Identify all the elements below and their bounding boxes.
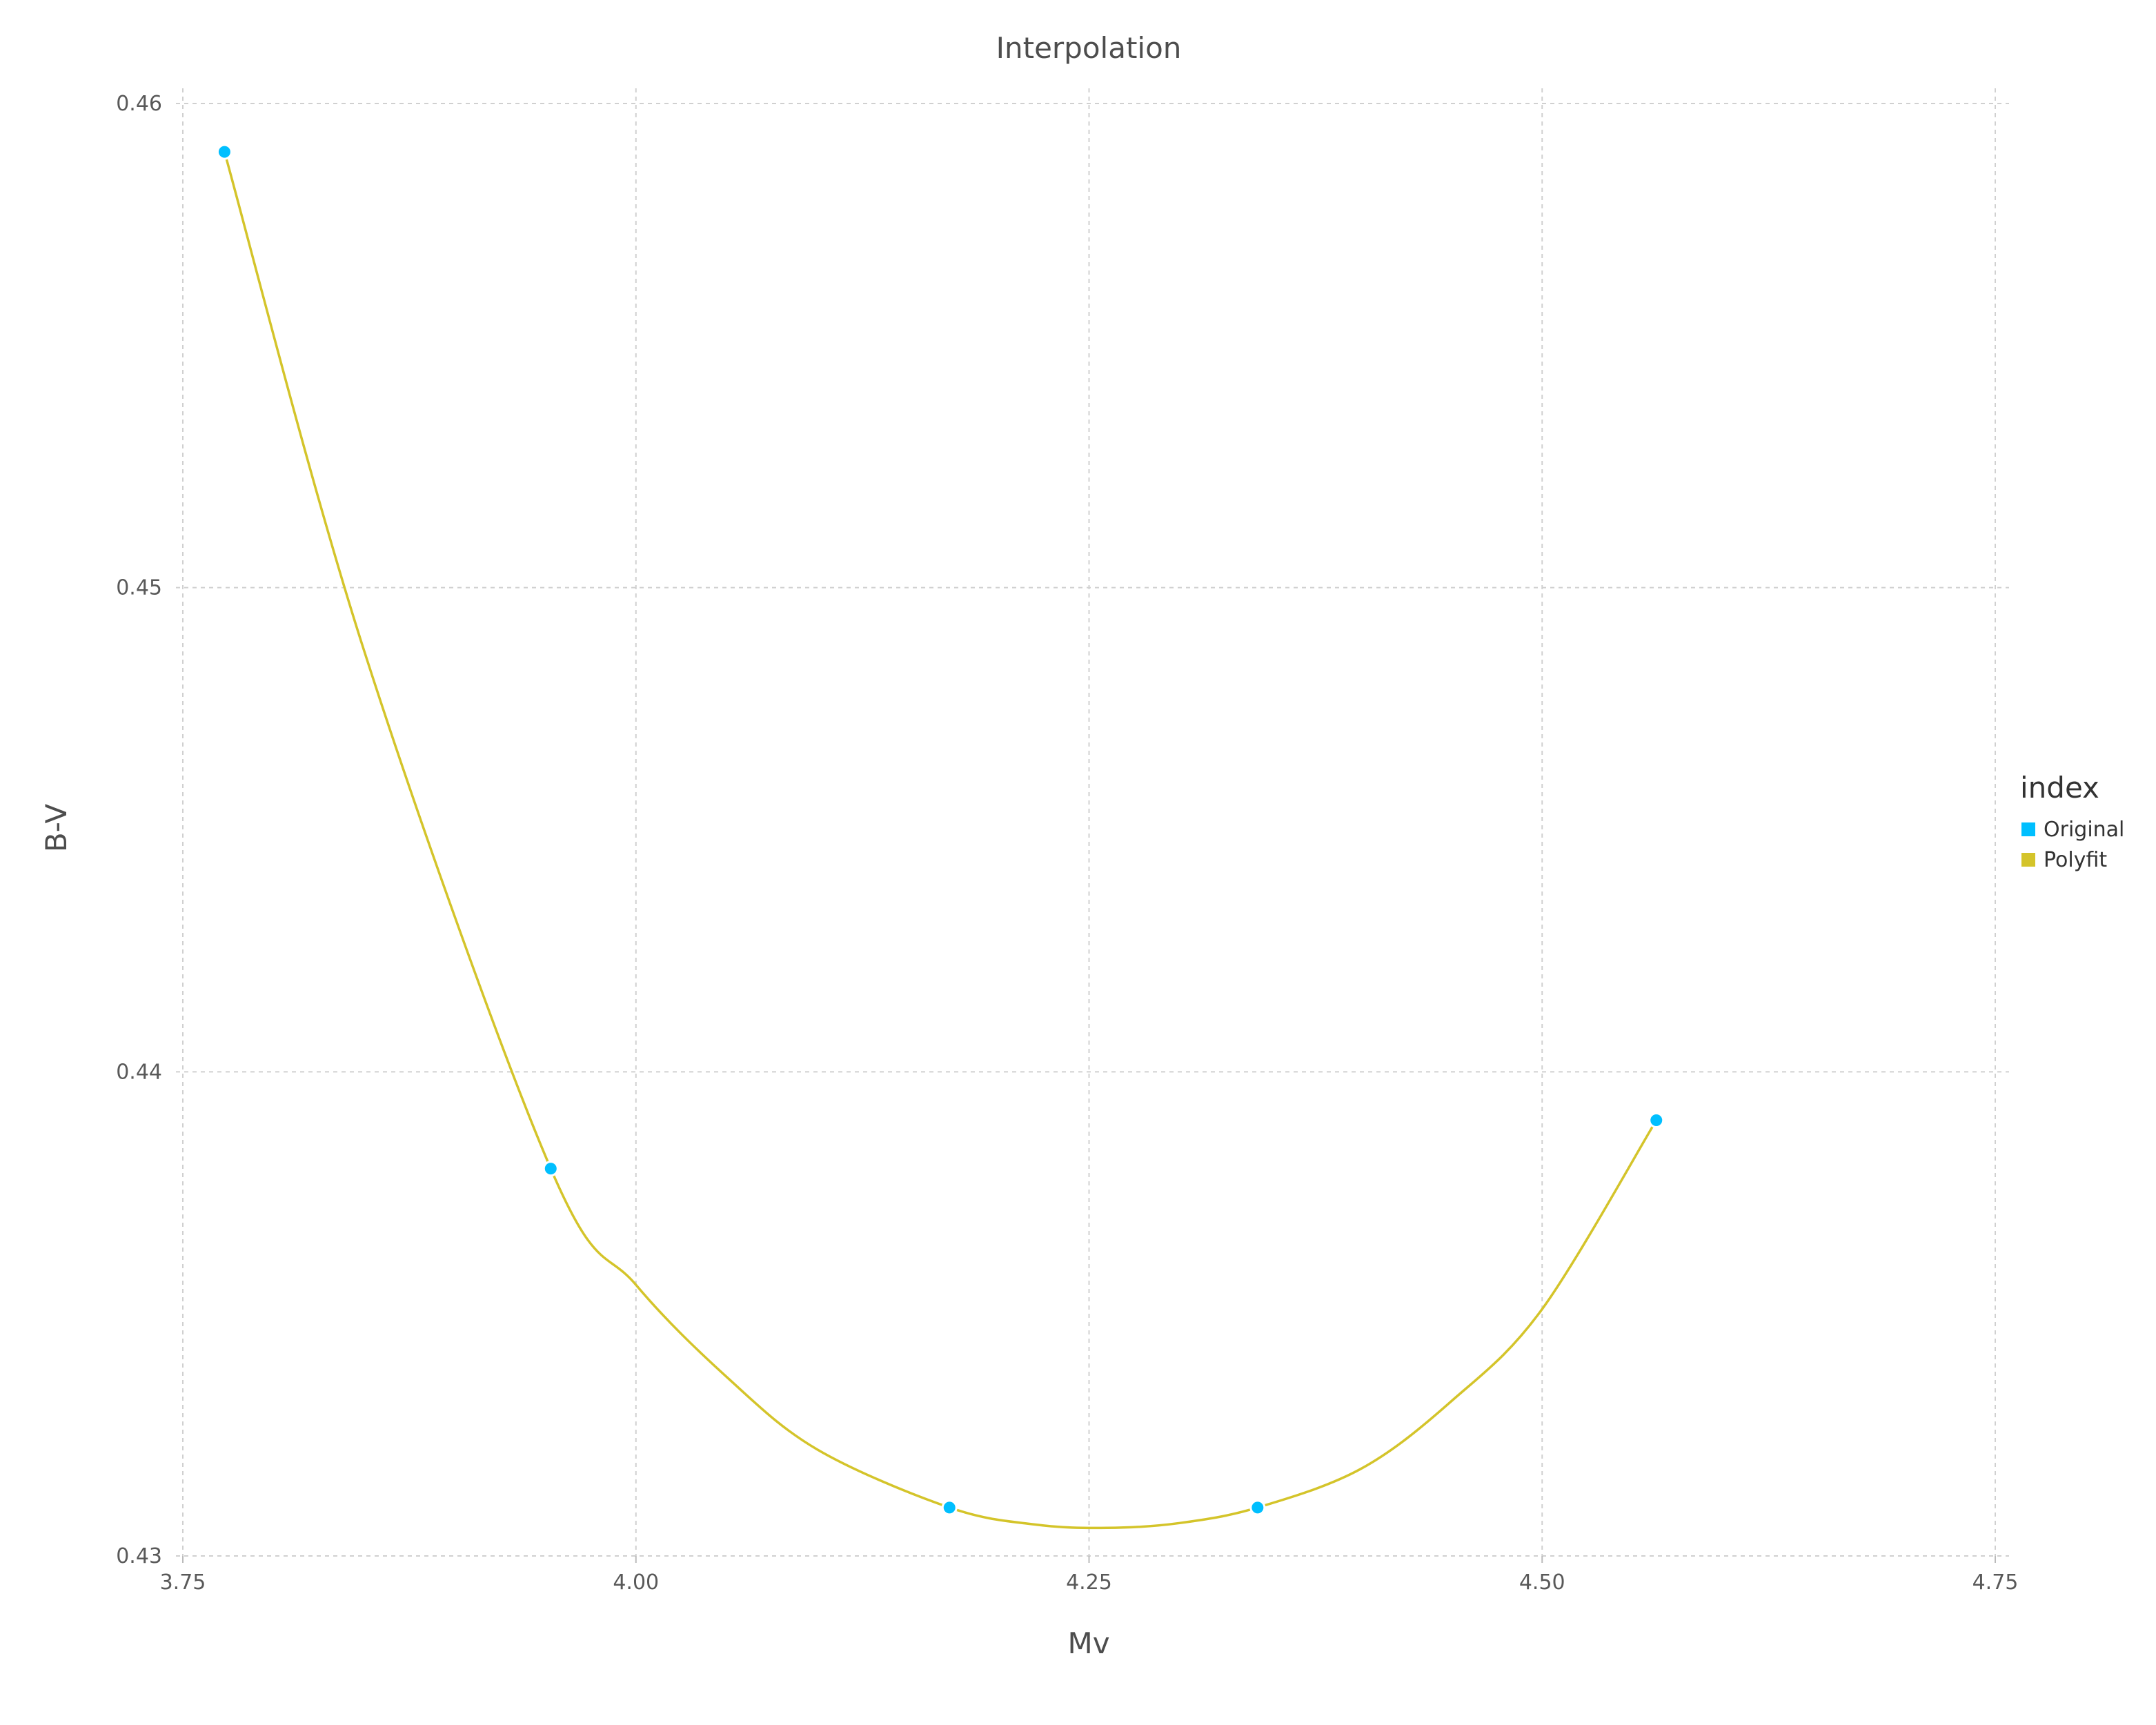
y-tick-label: 0.46 [116, 92, 162, 116]
y-tick-label: 0.43 [116, 1544, 162, 1568]
legend-title: index [2020, 771, 2099, 805]
series-line-polyfit [223, 151, 1658, 1530]
plot-area [216, 144, 1665, 1530]
data-point-original [941, 1499, 958, 1516]
y-tick-label: 0.44 [116, 1060, 162, 1084]
y-axis: 0.43 0.44 0.45 0.46 [116, 92, 162, 1568]
x-tick-label: 4.25 [1066, 1570, 1112, 1595]
x-tick-label: 4.75 [1972, 1570, 2019, 1595]
y-tick-label: 0.45 [116, 576, 162, 600]
x-tick-label: 4.50 [1519, 1570, 1565, 1595]
data-point-original [216, 144, 233, 160]
legend: index Original Polyfit [2020, 771, 2124, 872]
y-axis-label: B-V [39, 804, 73, 853]
x-tick-label: 4.00 [613, 1570, 659, 1595]
grid [176, 88, 2009, 1557]
x-tick-label: 3.75 [160, 1570, 206, 1595]
data-point-original [1648, 1112, 1665, 1128]
chart-title: Interpolation [996, 31, 1182, 65]
x-axis-label: Mv [1067, 1626, 1109, 1660]
data-point-original [1249, 1499, 1266, 1516]
legend-label-original: Original [2044, 818, 2124, 842]
legend-label-polyfit: Polyfit [2044, 848, 2107, 872]
legend-swatch-polyfit [2021, 853, 2035, 867]
legend-swatch-original [2021, 822, 2035, 836]
x-axis: 3.75 4.00 4.25 4.50 4.75 [160, 1556, 2019, 1595]
data-point-original [542, 1161, 559, 1177]
